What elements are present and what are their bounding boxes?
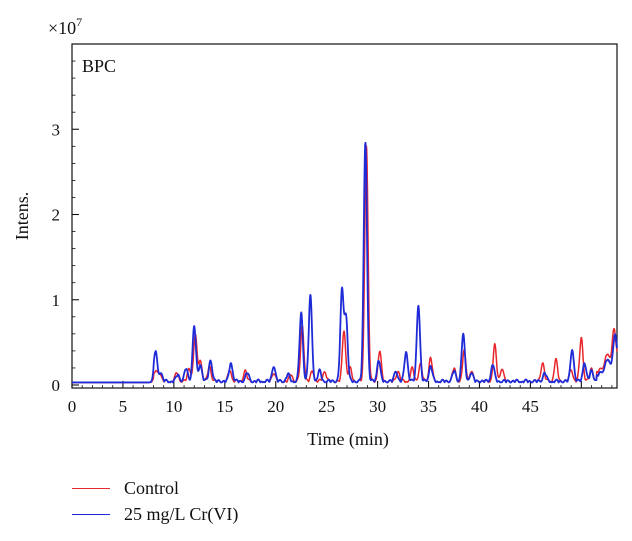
x-tick-label-8: 40: [471, 397, 488, 416]
legend-label-control: Control: [124, 477, 180, 498]
y-tick-label-3: 3: [52, 120, 61, 139]
y-exponent: 7: [76, 15, 82, 29]
legend-label-cr-vi: 25 mg/L Cr(VI): [124, 503, 239, 524]
legend-swatch-control: [72, 487, 110, 489]
x-tick-label-3: 15: [216, 397, 233, 416]
inset-label: BPC: [82, 56, 116, 76]
legend: Control 25 mg/L Cr(VI): [72, 475, 238, 527]
y-tick-label-2: 2: [52, 206, 61, 225]
y-axis-title: Intens.: [12, 192, 32, 241]
series-line-cr-vi: [71, 141, 618, 384]
series-line-control: [71, 145, 618, 384]
x-tick-label-2: 10: [165, 397, 182, 416]
x-tick-label-1: 5: [119, 397, 128, 416]
legend-item-control: Control: [72, 475, 238, 501]
x-tick-label-0: 0: [68, 397, 77, 416]
plot-frame: [71, 43, 618, 389]
y-tick-label-0: 0: [52, 376, 61, 395]
x-tick-label-7: 35: [420, 397, 437, 416]
x-axis-title: Time (min): [307, 429, 389, 450]
y-multiplier-label: ×107: [48, 15, 82, 38]
x-tick-label-5: 25: [318, 397, 335, 416]
series-layer: [71, 141, 618, 384]
x-tick-label-4: 20: [267, 397, 284, 416]
axes: 0 5 10 15 20 25 30 35 40 45 0 1 2 3: [52, 60, 613, 416]
x-tick-label-6: 30: [369, 397, 386, 416]
legend-item-cr-vi: 25 mg/L Cr(VI): [72, 501, 238, 527]
y-tick-label-1: 1: [52, 291, 61, 310]
x-tick-label-9: 45: [522, 397, 539, 416]
legend-swatch-cr-vi: [72, 513, 110, 515]
